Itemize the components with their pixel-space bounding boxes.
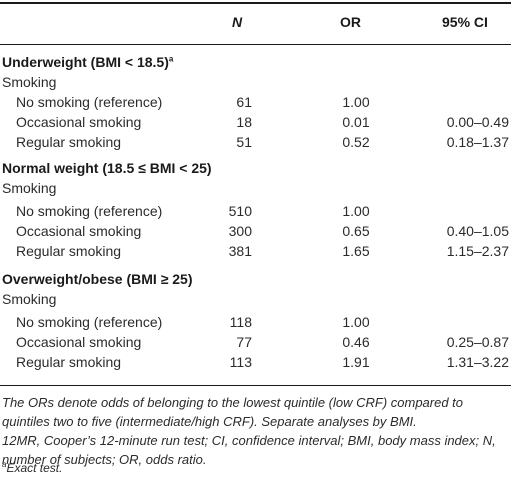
cell-ci: 0.00–0.49: [446, 114, 509, 130]
cell-or: 0.52: [342, 134, 370, 150]
cell-ci: 0.40–1.05: [446, 223, 509, 239]
group-title-row: Normal weight (18.5 ≤ BMI < 25): [0, 158, 511, 179]
cell-or: 1.91: [342, 354, 370, 370]
table-bottom-rule: [0, 385, 511, 386]
table-row: Regular smoking 51 0.52 0.18–1.37: [0, 132, 511, 153]
cell-n: 510: [228, 203, 252, 219]
cell-or: 1.00: [342, 203, 370, 219]
group-sublabel: Smoking: [2, 291, 57, 307]
table-row: Occasional smoking 300 0.65 0.40–1.05: [0, 221, 511, 242]
cell-n: 18: [236, 114, 252, 130]
group-title: Normal weight (18.5 ≤ BMI < 25): [2, 160, 212, 176]
sublabel-row: Smoking: [0, 72, 511, 93]
row-label: No smoking (reference): [16, 94, 163, 110]
row-label: Occasional smoking: [16, 114, 142, 130]
cell-n: 51: [236, 134, 252, 150]
row-label: No smoking (reference): [16, 314, 163, 330]
cell-n: 77: [236, 334, 252, 350]
table-top-rule: [0, 2, 511, 4]
cell-or: 0.46: [342, 334, 370, 350]
row-label: Occasional smoking: [16, 223, 142, 239]
sublabel-row: Smoking: [0, 178, 511, 199]
cell-or: 1.65: [342, 243, 370, 259]
table-row: No smoking (reference) 61 1.00: [0, 92, 511, 113]
cell-n: 381: [228, 243, 252, 259]
cell-n: 61: [236, 94, 252, 110]
footnote-abbreviations: 12MR, Cooper’s 12-minute run test; CI, c…: [2, 433, 496, 467]
cell-ci: 0.25–0.87: [446, 334, 509, 350]
footnote-or-description: The ORs denote odds of belonging to the …: [2, 395, 464, 429]
table-row: Occasional smoking 77 0.46 0.25–0.87: [0, 332, 511, 353]
table-row: No smoking (reference) 510 1.00: [0, 201, 511, 222]
cell-n: 113: [229, 354, 252, 370]
group-title-row: Underweight (BMI < 18.5)a: [0, 52, 511, 73]
cell-n: 300: [228, 223, 252, 239]
column-header-ci: 95% CI: [442, 14, 488, 30]
sublabel-row: Smoking: [0, 289, 511, 310]
header-rule: [0, 44, 511, 45]
cell-n: 118: [229, 314, 252, 330]
table-row: No smoking (reference) 118 1.00: [0, 312, 511, 333]
row-label: Regular smoking: [16, 243, 122, 259]
group-title-row: Overweight/obese (BMI ≥ 25): [0, 269, 511, 290]
group-sublabel: Smoking: [2, 180, 57, 196]
group-title: Overweight/obese (BMI ≥ 25): [2, 271, 193, 287]
cell-ci: 0.18–1.37: [446, 134, 509, 150]
table-row: Occasional smoking 18 0.01 0.00–0.49: [0, 112, 511, 133]
cell-or: 1.00: [342, 94, 370, 110]
cell-or: 0.65: [342, 223, 370, 239]
table-row: Regular smoking 381 1.65 1.15–2.37: [0, 241, 511, 262]
cell-or: 1.00: [342, 314, 370, 330]
cell-or: 0.01: [342, 114, 370, 130]
table-row: Regular smoking 113 1.91 1.31–3.22: [0, 352, 511, 373]
group-sublabel: Smoking: [2, 74, 57, 90]
cell-ci: 1.15–2.37: [446, 243, 509, 259]
row-label: No smoking (reference): [16, 203, 163, 219]
row-label: Occasional smoking: [16, 334, 142, 350]
group-title: Underweight (BMI < 18.5)a: [2, 54, 174, 70]
cell-ci: 1.31–3.22: [446, 354, 509, 370]
row-label: Regular smoking: [16, 134, 122, 150]
row-label: Regular smoking: [16, 354, 122, 370]
column-header-or: OR: [340, 14, 361, 30]
footnote-exact-test: aExact test.: [2, 460, 63, 476]
column-header-n: N: [232, 14, 243, 30]
